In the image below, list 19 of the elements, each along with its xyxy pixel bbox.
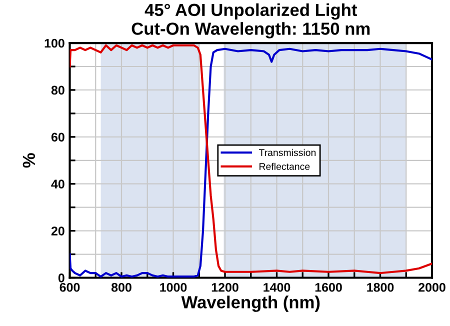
legend-label: Reflectance	[260, 162, 310, 170]
x-tick-label: 800	[111, 282, 132, 292]
x-tick-label: 1200	[212, 282, 238, 292]
x-tick-label: 2000	[418, 282, 446, 292]
x-axis-title: Wavelength (nm)	[181, 296, 320, 312]
y-tick-label: 100	[44, 38, 64, 48]
x-tick-label: 1000	[160, 282, 187, 292]
chart-title: 45° AOI Unpolarized Light Cut-On Wavelength: 1150 nm	[132, 3, 370, 38]
y-tick-label: 20	[51, 226, 64, 236]
y-tick-label: 0	[58, 274, 64, 282]
y-axis-title: %	[22, 153, 36, 168]
x-tick-label: 600	[60, 282, 80, 292]
x-tick-label: 1400	[264, 282, 290, 292]
y-tick-label: 80	[51, 86, 64, 95]
x-tick-label: 1800	[367, 282, 394, 292]
legend-label: Transmission	[258, 148, 316, 156]
x-tick-label: 1600	[315, 282, 342, 292]
y-tick-label: 60	[51, 132, 64, 142]
y-tick-label: 40	[51, 180, 64, 189]
